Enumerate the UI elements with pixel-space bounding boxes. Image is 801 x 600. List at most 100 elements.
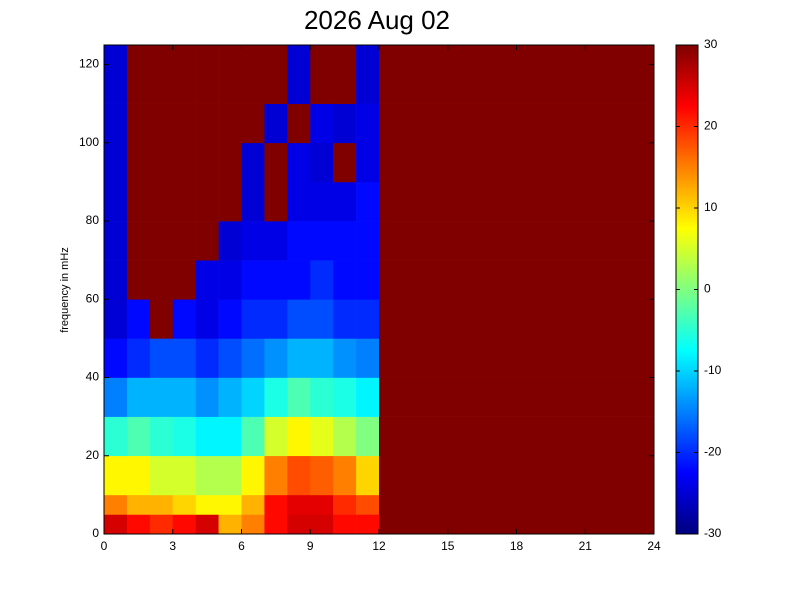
heatmap-cell xyxy=(310,338,334,378)
heatmap-cell xyxy=(390,260,655,300)
heatmap-cell xyxy=(126,338,151,378)
colorbar-tick-label: -30 xyxy=(704,526,722,540)
heatmap-cell xyxy=(287,416,311,457)
heatmap-cell xyxy=(149,377,174,417)
heatmap-cell xyxy=(264,455,288,496)
heatmap-cell xyxy=(333,514,357,535)
heatmap-cell xyxy=(218,221,242,261)
heatmap-cell xyxy=(264,377,288,417)
heatmap-cell xyxy=(287,221,311,261)
heatmap-cell xyxy=(104,45,128,104)
heatmap-cell xyxy=(379,299,391,339)
heatmap-cell xyxy=(172,455,196,496)
heatmap-cell xyxy=(356,260,380,300)
heatmap-cell xyxy=(333,494,357,515)
heatmap-cell xyxy=(310,142,334,183)
y-tick-label: 20 xyxy=(86,448,100,462)
heatmap-cell xyxy=(218,260,242,300)
x-tick-label: 15 xyxy=(441,539,455,553)
heatmap-cell xyxy=(390,514,655,535)
heatmap-cell xyxy=(149,181,174,222)
heatmap-cell xyxy=(104,299,128,339)
heatmap-cell xyxy=(390,45,655,104)
heatmap-cell xyxy=(195,299,219,339)
heatmap-cell xyxy=(104,142,128,183)
heatmap-cell xyxy=(264,221,288,261)
heatmap-cell xyxy=(310,455,334,496)
heatmap-cell xyxy=(264,142,288,183)
heatmap-cell xyxy=(379,416,391,457)
heatmap-cell xyxy=(126,299,151,339)
heatmap-cell xyxy=(104,455,128,496)
heatmap-cell xyxy=(172,45,196,104)
heatmap-cell xyxy=(264,45,288,104)
colorbar-tick-label: 10 xyxy=(704,200,718,214)
heatmap-cell xyxy=(287,338,311,378)
heatmap-cell xyxy=(390,103,655,144)
heatmap-cell xyxy=(241,514,265,535)
heatmap-cell xyxy=(287,455,311,496)
heatmap-cell xyxy=(126,416,151,457)
heatmap-cell xyxy=(195,514,219,535)
heatmap-cell xyxy=(310,260,334,300)
y-axis-label: frequency in mHz xyxy=(59,247,71,333)
heatmap-cell xyxy=(333,103,357,144)
heatmap xyxy=(104,45,655,535)
heatmap-cell xyxy=(390,455,655,496)
x-tick-label: 3 xyxy=(169,539,176,553)
heatmap-cell xyxy=(218,299,242,339)
heatmap-cell xyxy=(333,377,357,417)
heatmap-cell xyxy=(241,299,265,339)
heatmap-cell xyxy=(287,103,311,144)
heatmap-cell xyxy=(104,338,128,378)
heatmap-cell xyxy=(126,514,151,535)
heatmap-cell xyxy=(172,494,196,515)
heatmap-cell xyxy=(172,260,196,300)
y-tick-label: 100 xyxy=(79,135,99,149)
heatmap-cell xyxy=(287,181,311,222)
x-tick-label: 18 xyxy=(510,539,524,553)
heatmap-cell xyxy=(172,338,196,378)
heatmap-cell xyxy=(241,142,265,183)
heatmap-cell xyxy=(218,142,242,183)
y-tick-label: 60 xyxy=(86,291,100,305)
heatmap-cell xyxy=(241,45,265,104)
heatmap-cell xyxy=(310,416,334,457)
heatmap-cell xyxy=(333,45,357,104)
heatmap-cell xyxy=(195,455,219,496)
heatmap-cell xyxy=(172,221,196,261)
heatmap-cell xyxy=(390,416,655,457)
heatmap-cell xyxy=(149,416,174,457)
heatmap-cell xyxy=(172,142,196,183)
heatmap-cell xyxy=(356,45,380,104)
heatmap-cell xyxy=(149,103,174,144)
heatmap-cell xyxy=(149,221,174,261)
heatmap-cell xyxy=(126,45,151,104)
colorbar-tick-label: 30 xyxy=(704,37,718,51)
heatmap-cell xyxy=(172,103,196,144)
heatmap-cell xyxy=(379,103,391,144)
heatmap-cell xyxy=(104,494,128,515)
colorbar-tick-label: -10 xyxy=(704,363,722,377)
heatmap-cell xyxy=(333,455,357,496)
colorbar-tick-label: 0 xyxy=(704,282,711,296)
heatmap-cell xyxy=(218,377,242,417)
y-tick-label: 80 xyxy=(86,213,100,227)
heatmap-cell xyxy=(287,377,311,417)
heatmap-cell xyxy=(356,455,380,496)
heatmap-cell xyxy=(126,377,151,417)
heatmap-cell xyxy=(264,514,288,535)
heatmap-cell xyxy=(264,181,288,222)
heatmap-cell xyxy=(126,103,151,144)
heatmap-cell xyxy=(104,416,128,457)
heatmap-cell xyxy=(390,494,655,515)
y-tick-label: 40 xyxy=(86,370,100,384)
x-tick-label: 21 xyxy=(579,539,593,553)
heatmap-cell xyxy=(390,377,655,417)
heatmap-cell xyxy=(356,514,380,535)
heatmap-cell xyxy=(379,45,391,104)
heatmap-cell xyxy=(390,338,655,378)
heatmap-cell xyxy=(333,338,357,378)
colorbar-tick-label: -20 xyxy=(704,445,722,459)
heatmap-cell xyxy=(379,338,391,378)
